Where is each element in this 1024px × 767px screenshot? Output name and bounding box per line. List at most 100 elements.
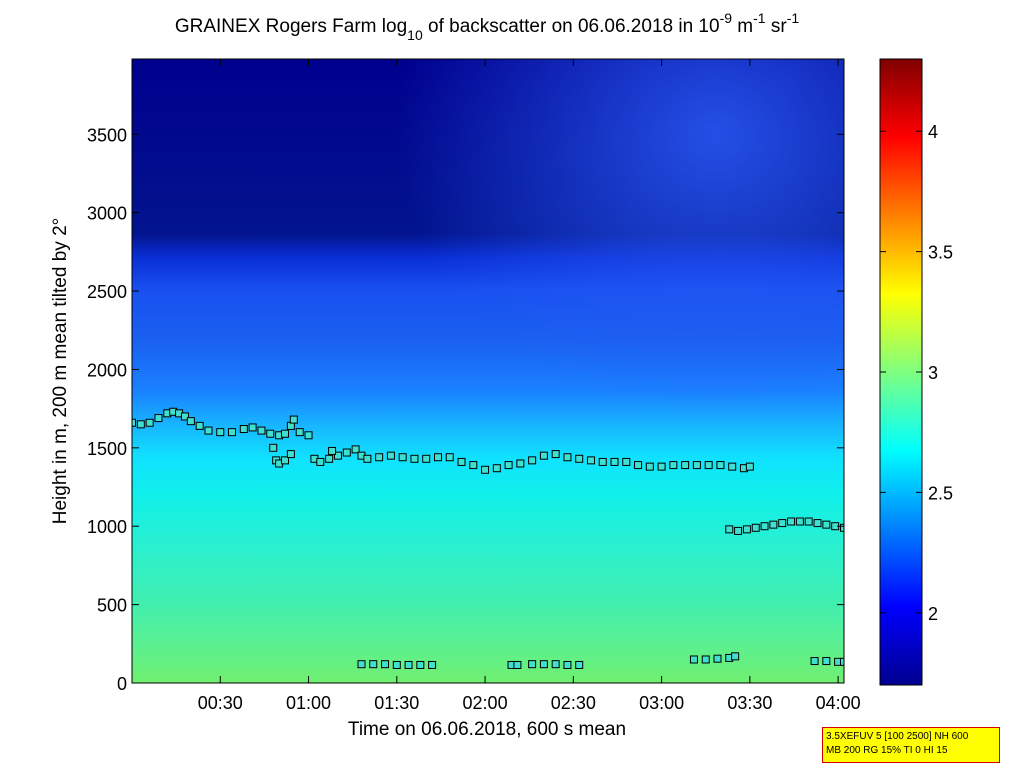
y-tick-label: 3500 [87,125,127,145]
layer-height-marker [760,522,769,531]
layer-height-marker [410,454,419,463]
layer-height-marker [398,453,407,462]
colorbar [880,59,922,685]
layer-height-marker [528,456,537,465]
x-tick-label: 00:30 [198,693,243,713]
layer-height-marker [248,423,257,432]
y-tick-label: 1000 [87,517,127,537]
x-tick-label: 02:00 [463,693,508,713]
layer-height-marker [469,461,478,470]
colorbar-tick-label: 2.5 [928,483,953,503]
layer-height-marker [563,453,572,462]
layer-height-marker [622,457,631,466]
layer-height-marker [433,453,442,462]
y-axis-label: Height in m, 200 m mean tilted by 2° [50,218,71,524]
plot-frame [131,58,845,684]
layer-height-marker [422,454,431,463]
layer-height-marker [136,420,145,429]
layer-height-marker [745,462,754,471]
x-tick-label: 01:30 [374,693,419,713]
layer-height-marker [742,525,751,534]
layer-height-marker [257,426,266,435]
y-tick-label: 2500 [87,282,127,302]
layer-height-marker [634,461,643,470]
layer-height-marker [325,454,334,463]
layer-height-marker [734,526,743,535]
layer-height-marker [363,454,372,463]
layer-height-marker [286,450,295,459]
layer-height-marker [728,462,737,471]
layer-height-marker [769,520,778,529]
x-tick-label: 03:30 [727,693,772,713]
layer-height-marker [701,655,710,664]
layer-height-marker [840,657,844,666]
heatmap-upper-patch [132,59,844,683]
layer-height-marker [404,660,413,669]
layer-height-marker [795,517,804,526]
x-tick-label: 03:00 [639,693,684,713]
layer-height-marker [342,448,351,457]
layer-height-marker [328,446,337,455]
layer-height-marker [266,429,275,438]
layer-height-marker [822,657,831,666]
layer-height-marker [280,429,289,438]
layer-height-marker [516,459,525,468]
layer-height-marker [457,457,466,466]
layer-height-marker [692,461,701,470]
colorbar-ticks: 2 2.5 3 3.5 4 [880,122,953,624]
x-tick-label: 04:00 [816,693,861,713]
layer-height-marker [228,428,237,437]
layer-height-marker [289,415,298,424]
layer-height-marker [551,660,560,669]
y-tick-label: 3000 [87,204,127,224]
y-tick-label: 2000 [87,360,127,380]
info-line-1: 3.5XEFUV 5 [100 2500] NH 600 [826,731,969,742]
layer-height-marker [598,457,607,466]
layer-height-marker [787,517,796,526]
layer-height-marker [681,461,690,470]
layer-height-marker [822,520,831,529]
colorbar-tick-label: 3 [928,363,938,383]
layer-height-marker [445,453,454,462]
layer-height-marker [731,652,740,661]
colorbar-tick-label: 4 [928,122,938,142]
layer-height-marker [813,519,822,528]
layer-height-marker [716,461,725,470]
layer-height-marker [481,465,490,474]
layer-height-marker [295,428,304,437]
layer-height-marker [586,456,595,465]
colorbar-tick-label: 2 [928,604,938,624]
x-tick-label: 02:30 [551,693,596,713]
layer-height-marker [132,418,136,427]
layer-height-marker [704,461,713,470]
layer-height-marker [563,660,572,669]
layer-height-marker [689,655,698,664]
layer-height-marker [528,660,537,669]
layer-height-marker [751,523,760,532]
layer-height-marker [386,451,395,460]
layer-height-marker [657,462,666,471]
layer-height-marker [725,525,734,534]
layer-height-marker [216,428,225,437]
layer-height-marker [575,660,584,669]
layer-height-marker [810,657,819,666]
colorbar-tick-label: 3.5 [928,243,953,263]
y-tick-label: 0 [117,674,127,694]
plot-area [132,59,844,683]
layer-height-marker [186,417,195,426]
layer-height-marker [369,660,378,669]
layer-height-marker [280,456,289,465]
layer-height-marker [551,450,560,459]
layer-height-marker [204,426,213,435]
layer-height-marker [778,519,787,528]
layer-height-marker [492,464,501,473]
x-axis-ticks: 00:30 01:00 01:30 02:00 02:30 03:00 03:30 04:00 [198,59,861,713]
info-line-2: MB 200 RG 15% TI 0 HI 15 [826,745,948,756]
layer-height-marker [539,451,548,460]
layer-height-marker [645,462,654,471]
layer-height-marker [416,660,425,669]
chart-title: GRAINEX Rogers Farm log10 of backscatter… [175,10,799,43]
layer-height-marker [428,660,437,669]
layer-height-marker [713,654,722,663]
